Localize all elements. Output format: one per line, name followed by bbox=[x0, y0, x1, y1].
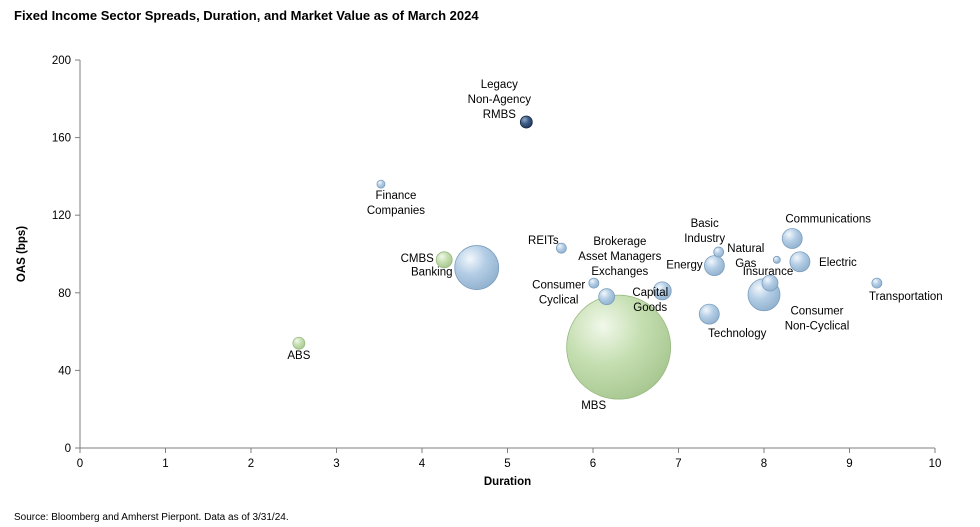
bubble-finance-companies bbox=[376, 179, 386, 189]
bubble-energy bbox=[704, 255, 725, 277]
source-note: Source: Bloomberg and Amherst Pierpont. … bbox=[14, 512, 289, 523]
bubble-capital-goods bbox=[652, 281, 672, 301]
bubble-abs bbox=[292, 336, 306, 350]
point-label: Industry bbox=[684, 233, 725, 245]
point-label: Basic bbox=[691, 218, 719, 230]
point-label: REITs bbox=[528, 235, 559, 247]
y-tick-label: 200 bbox=[52, 55, 71, 67]
x-tick-label: 6 bbox=[590, 458, 596, 470]
x-axis-title: Duration bbox=[484, 476, 531, 488]
point-label: MBS bbox=[581, 400, 606, 412]
point-label: Transportation bbox=[869, 291, 943, 303]
bubble-brokerage-asset-managers-exchanges bbox=[588, 277, 600, 289]
point-label: Exchanges bbox=[591, 266, 648, 278]
x-tick-label: 8 bbox=[761, 458, 767, 470]
x-tick-label: 4 bbox=[419, 458, 426, 470]
bubble-transportation bbox=[871, 277, 883, 289]
bubble-technology bbox=[698, 303, 720, 325]
point-label: Brokerage bbox=[593, 236, 646, 248]
bubble-mbs bbox=[566, 294, 672, 400]
point-label: RMBS bbox=[483, 109, 517, 121]
point-label: Companies bbox=[367, 205, 425, 217]
bubble-cmbs bbox=[435, 251, 453, 269]
point-label: Non-Agency bbox=[468, 94, 532, 106]
x-tick-label: 10 bbox=[929, 458, 942, 470]
chart-title: Fixed Income Sector Spreads, Duration, a… bbox=[14, 8, 479, 23]
y-tick-label: 0 bbox=[65, 443, 71, 455]
x-tick-label: 1 bbox=[162, 458, 168, 470]
point-label: Natural bbox=[727, 243, 764, 255]
point-label: Banking bbox=[411, 267, 453, 279]
point-label: Cyclical bbox=[539, 295, 579, 307]
y-tick-label: 160 bbox=[52, 133, 71, 145]
point-label: Asset Managers bbox=[578, 251, 661, 263]
point-label: Energy bbox=[666, 260, 703, 272]
point-label: Goods bbox=[633, 302, 667, 314]
x-tick-label: 0 bbox=[77, 458, 83, 470]
bubble-communications bbox=[781, 228, 803, 249]
bubble-banking bbox=[454, 245, 500, 290]
point-label: Consumer bbox=[790, 306, 843, 318]
point-label: Legacy bbox=[481, 79, 518, 91]
bubble-natural-gas bbox=[772, 255, 781, 264]
bubble-legacy-non-agency-rmbs bbox=[519, 115, 533, 129]
y-tick-label: 80 bbox=[58, 288, 71, 300]
bubble-consumer-cyclical bbox=[598, 288, 616, 306]
point-label: Technology bbox=[708, 328, 766, 340]
point-label: Insurance bbox=[743, 266, 794, 278]
point-label: Electric bbox=[819, 257, 857, 269]
point-label: Gas bbox=[735, 258, 756, 270]
point-label: Finance bbox=[375, 190, 416, 202]
point-label: Non-Cyclical bbox=[785, 321, 850, 333]
x-tick-label: 5 bbox=[504, 458, 510, 470]
bubble-electric bbox=[789, 251, 811, 273]
bubble-chart-svg: 0 40 80 120 160 200 0 1 2 3 4 5 6 7 8 9 10 Duration OAS (b… bbox=[16, 55, 943, 488]
x-tick-label: 9 bbox=[846, 458, 852, 470]
y-axis-title: OAS (bps) bbox=[16, 226, 28, 282]
y-tick-label: 120 bbox=[52, 210, 71, 222]
x-tick-label: 2 bbox=[248, 458, 254, 470]
point-label: CMBS bbox=[401, 253, 435, 265]
point-label: Communications bbox=[785, 213, 871, 225]
bubble-insurance bbox=[761, 274, 779, 292]
bubble-basic-industry bbox=[713, 246, 725, 258]
bubble-chart-area: 0 40 80 120 160 200 0 1 2 3 4 5 6 7 8 9 10 Duration OAS (b… bbox=[16, 55, 943, 488]
point-label: ABS bbox=[287, 350, 310, 362]
bubble-reits bbox=[555, 242, 567, 254]
x-tick-label: 7 bbox=[675, 458, 681, 470]
x-tick-label: 3 bbox=[333, 458, 339, 470]
point-label: Consumer bbox=[532, 280, 585, 292]
point-label: Capital bbox=[632, 287, 668, 299]
y-tick-label: 40 bbox=[58, 365, 71, 377]
